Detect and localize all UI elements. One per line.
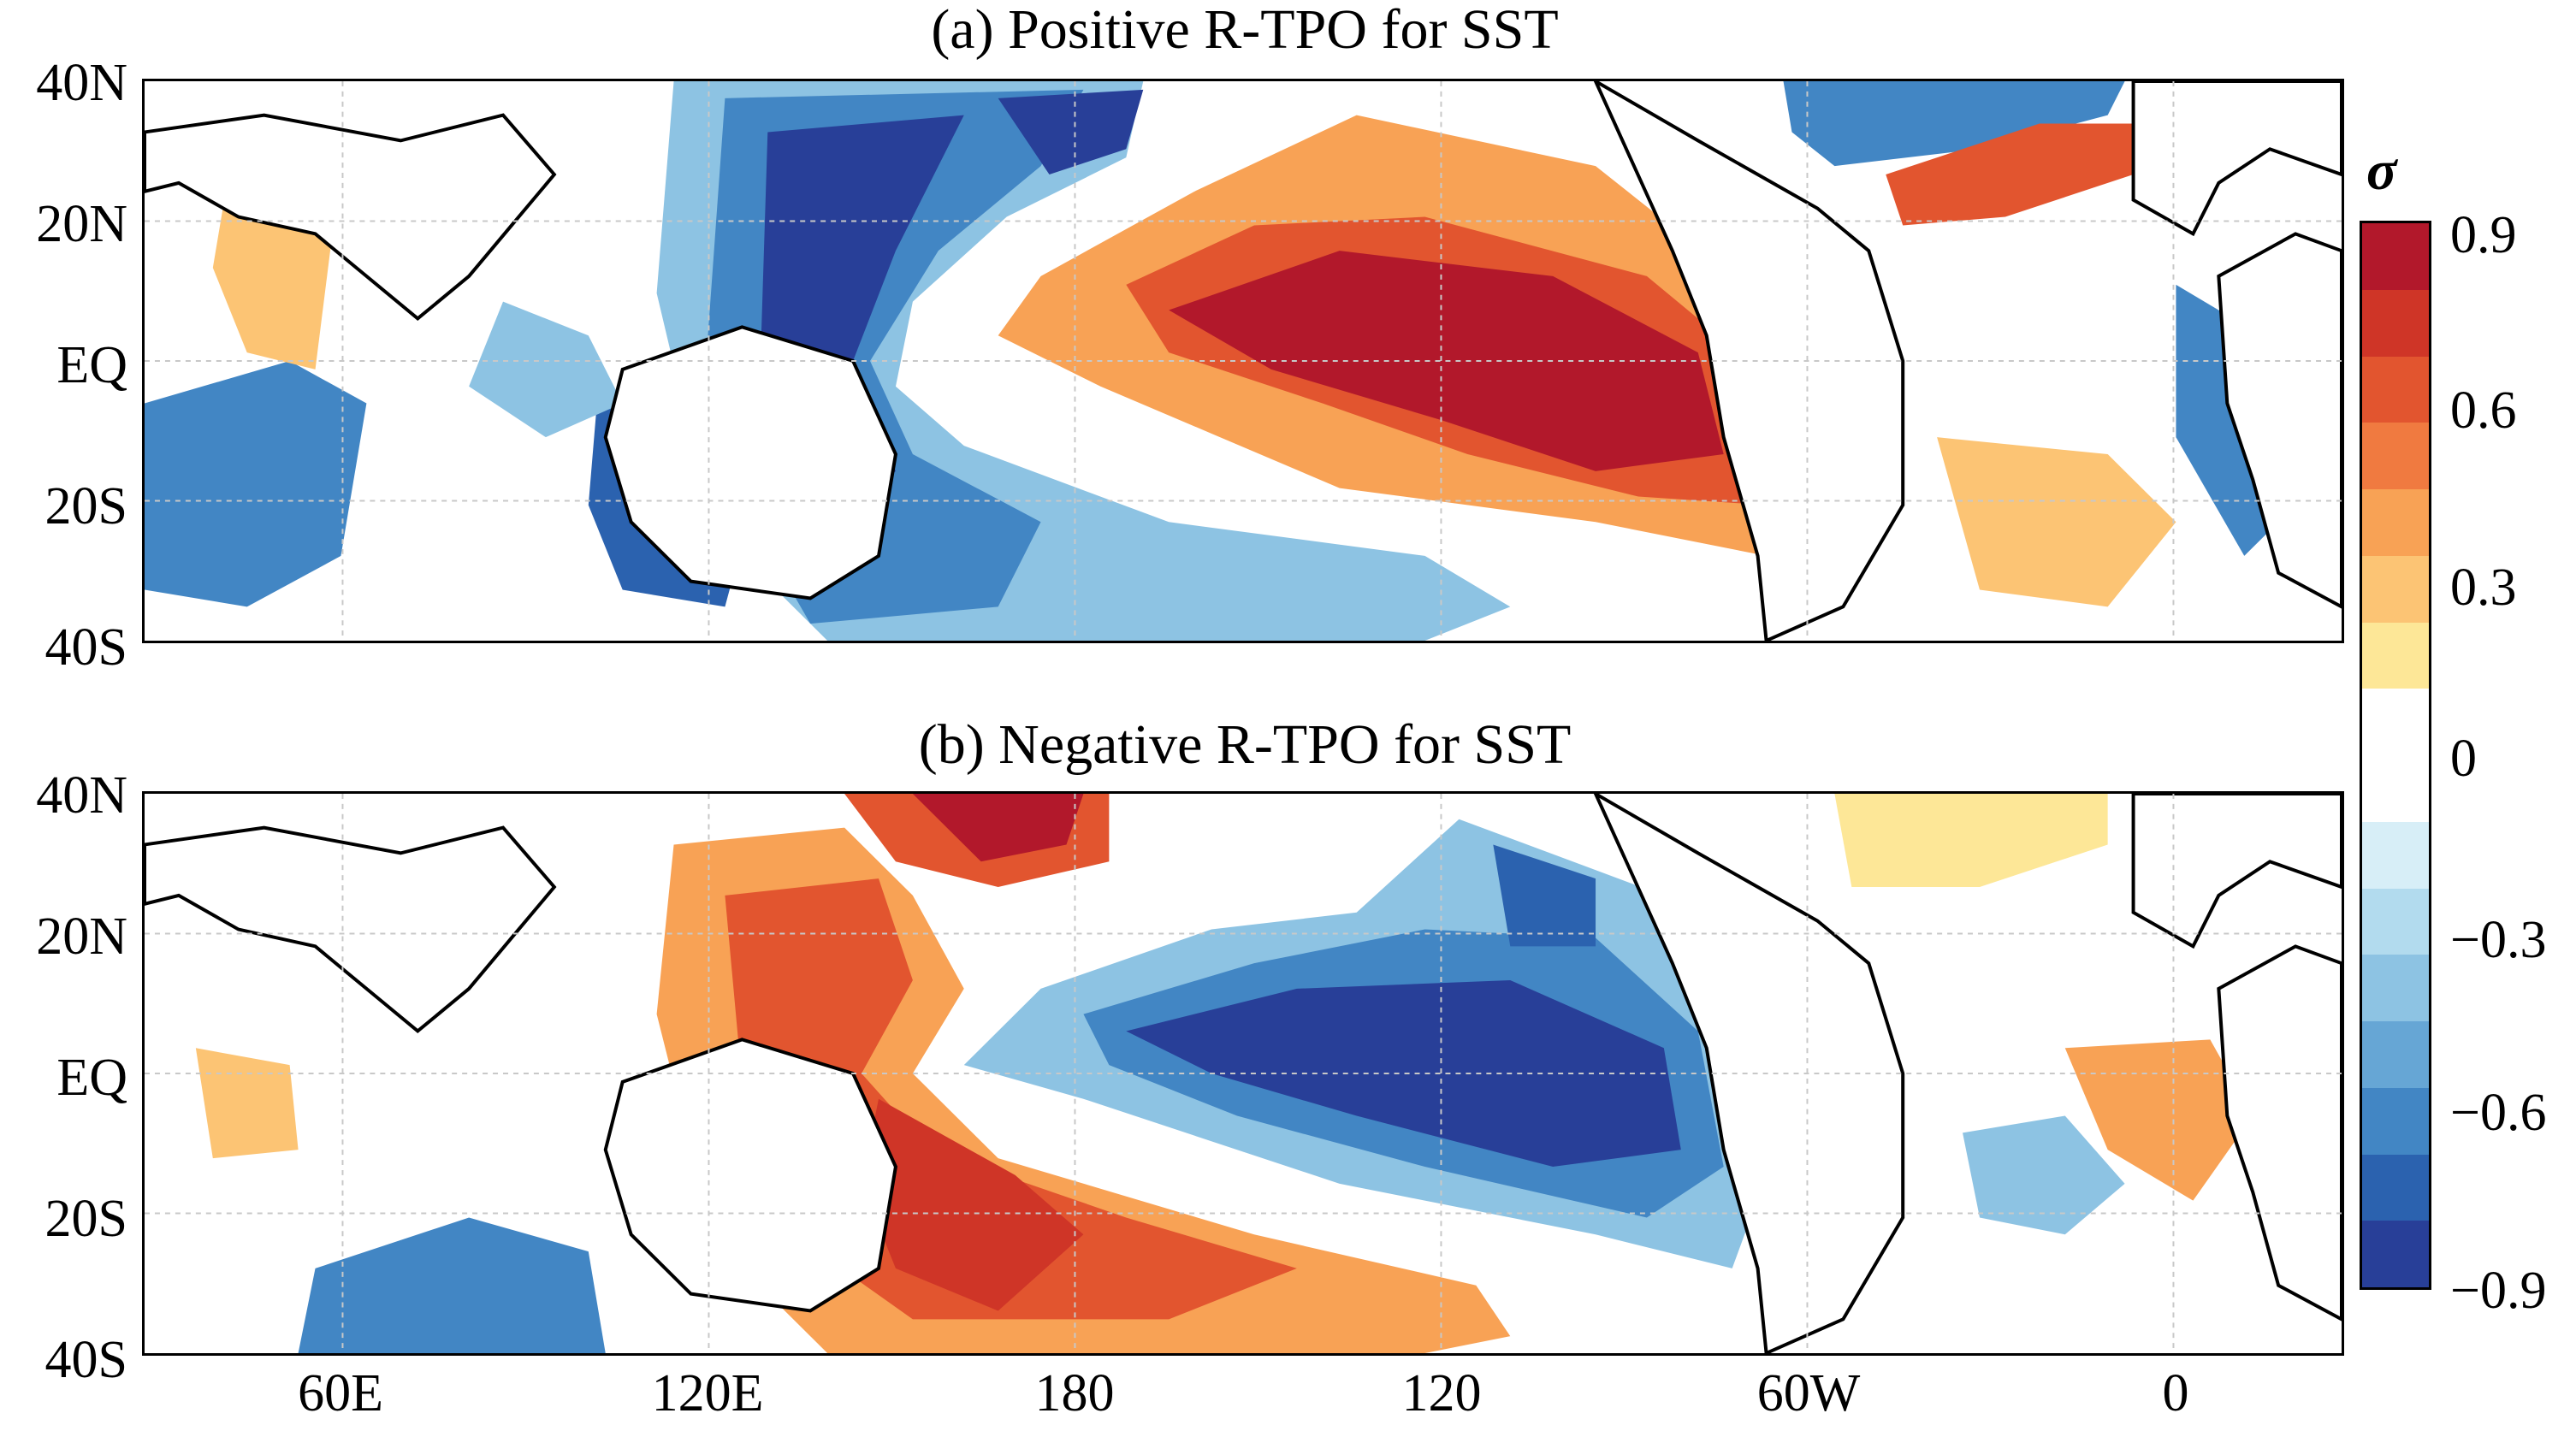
colorbar-segment — [2362, 888, 2429, 955]
colorbar-segment — [2362, 223, 2429, 290]
colorbar-segment — [2362, 689, 2429, 755]
panel-b-map — [142, 791, 2344, 1356]
colorbar-unit: σ — [2366, 139, 2397, 202]
lat-label-a-40s: 40S — [44, 618, 127, 677]
colorbar-segment — [2362, 755, 2429, 822]
colorbar-segment — [2362, 423, 2429, 489]
lon-label-120: 120 — [1401, 1364, 1482, 1422]
panel-b-title: (b) Negative R-TPO for SST — [918, 713, 1572, 776]
grid-b — [145, 794, 2342, 1353]
colorbar-segment — [2362, 1087, 2429, 1155]
colorbar-segment — [2362, 955, 2429, 1021]
colorbar-segment — [2362, 821, 2429, 889]
colorbar-tick-neg0.9: −0.9 — [2450, 1262, 2547, 1320]
colorbar-tick-0.6: 0.6 — [2450, 381, 2517, 440]
lat-label-a-20n: 20N — [36, 195, 127, 253]
colorbar-segment — [2362, 1021, 2429, 1088]
colorbar-segment — [2362, 1221, 2429, 1287]
lon-label-180: 180 — [1034, 1364, 1115, 1422]
lat-label-b-40s: 40S — [44, 1331, 127, 1389]
panel-b-field — [145, 794, 2342, 1353]
colorbar — [2360, 221, 2431, 1290]
lat-label-b-20n: 20N — [36, 908, 127, 966]
colorbar-segment — [2362, 489, 2429, 556]
colorbar-segment — [2362, 622, 2429, 689]
lat-label-b-40n: 40N — [36, 766, 127, 825]
colorbar-tick-0: 0 — [2450, 730, 2477, 788]
colorbar-tick-0.3: 0.3 — [2450, 559, 2517, 617]
lon-label-60w: 60W — [1756, 1364, 1861, 1422]
colorbar-segment — [2362, 1154, 2429, 1221]
colorbar-tick-neg0.6: −0.6 — [2450, 1084, 2547, 1142]
panel-a-title: (a) Positive R-TPO for SST — [931, 0, 1559, 61]
lat-label-a-40n: 40N — [36, 54, 127, 112]
lat-label-a-eq: EQ — [56, 336, 127, 394]
colorbar-segment — [2362, 356, 2429, 423]
lat-label-b-eq: EQ — [56, 1049, 127, 1107]
colorbar-tick-neg0.3: −0.3 — [2450, 911, 2547, 969]
lon-label-60e: 60E — [298, 1364, 383, 1422]
lat-label-b-20s: 20S — [44, 1190, 127, 1248]
colorbar-segment — [2362, 289, 2429, 357]
lat-label-a-20s: 20S — [44, 477, 127, 535]
lon-label-120e: 120E — [651, 1364, 764, 1422]
panel-a-field — [145, 81, 2342, 641]
colorbar-tick-0.9: 0.9 — [2450, 206, 2517, 264]
lon-label-0: 0 — [2162, 1364, 2189, 1422]
colorbar-segment — [2362, 555, 2429, 623]
panel-a-map — [142, 79, 2344, 643]
grid-a — [145, 81, 2342, 641]
